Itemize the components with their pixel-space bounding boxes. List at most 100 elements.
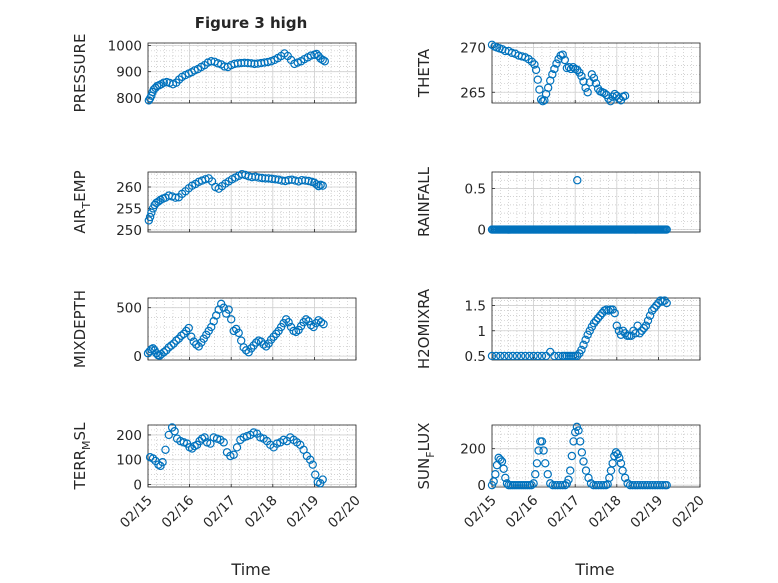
data-point <box>641 321 651 330</box>
y-tick-label: 200 <box>116 428 142 444</box>
data-point <box>533 75 542 84</box>
x-tick-label: 02/19 <box>283 493 322 532</box>
data-point <box>500 351 509 361</box>
data-point <box>316 318 326 327</box>
data-point <box>187 332 196 341</box>
data-point <box>577 71 586 81</box>
data-point <box>496 351 505 361</box>
data-point <box>564 475 573 484</box>
data-point <box>566 466 575 475</box>
data-point <box>159 348 169 357</box>
data-point <box>531 65 541 75</box>
data-point <box>184 323 193 333</box>
data-point <box>610 89 619 99</box>
y-tick-label: 255 <box>116 201 142 217</box>
data-point <box>284 318 293 327</box>
data-point <box>662 298 671 308</box>
data-point <box>662 480 671 490</box>
data-point <box>647 306 657 315</box>
data-point <box>586 479 596 488</box>
data-point <box>537 437 547 446</box>
data-point <box>224 305 233 314</box>
data-series <box>487 422 671 490</box>
data-point <box>161 445 170 454</box>
data-point <box>591 316 601 325</box>
x-tick-label: 02/16 <box>503 493 542 532</box>
x-tick-label: 02/20 <box>669 493 708 532</box>
data-point <box>577 345 586 355</box>
data-point <box>554 351 563 361</box>
data-point <box>623 479 632 488</box>
data-point <box>499 464 508 473</box>
y-tick-label: 0.5 <box>465 349 486 365</box>
data-series <box>143 299 328 360</box>
data-point <box>604 94 613 103</box>
y-tick-label: 1.5 <box>465 299 486 315</box>
y-tick-label: 0 <box>133 349 142 365</box>
data-point <box>589 73 599 83</box>
data-point <box>320 57 329 66</box>
y-axis-label: AIRTEMP <box>71 170 93 233</box>
data-point <box>662 225 671 234</box>
plot-area <box>492 425 700 487</box>
data-point <box>291 327 301 337</box>
data-point <box>584 473 593 483</box>
y-tick-label: 900 <box>116 65 142 81</box>
data-series <box>487 296 671 361</box>
x-tick-label: 02/20 <box>325 493 364 532</box>
x-tick-label: 02/16 <box>159 493 198 532</box>
x-tick-label: 02/17 <box>200 493 239 532</box>
data-point <box>318 55 327 65</box>
data-point <box>579 457 588 466</box>
y-axis-label: THETA <box>415 48 433 98</box>
x-tick-label: 02/17 <box>544 493 583 532</box>
data-point <box>534 446 543 455</box>
data-point <box>306 455 315 464</box>
plot-area <box>492 172 700 232</box>
y-tick-label: 1 <box>477 324 486 340</box>
data-point <box>558 480 567 490</box>
data-point <box>543 470 552 479</box>
data-point <box>533 351 542 361</box>
data-point <box>167 341 176 350</box>
data-point <box>487 40 497 49</box>
data-point <box>600 88 609 98</box>
data-point <box>171 193 180 202</box>
plot-area <box>148 425 356 487</box>
y-axis-label: SUNFLUX <box>415 423 437 490</box>
data-point <box>606 97 615 106</box>
data-point <box>575 437 585 446</box>
data-point <box>170 427 179 436</box>
data-point <box>599 480 608 490</box>
data-point <box>259 340 268 349</box>
data-point <box>639 324 649 333</box>
panel-sun-flux: 0 200 SUNFLUX 02/15 02/16 02/17 02/18 02/19 02/2… <box>415 423 708 532</box>
data-point <box>311 470 320 479</box>
data-point <box>610 308 619 318</box>
data-series <box>487 40 630 106</box>
data-point <box>579 340 588 350</box>
data-point <box>491 470 500 479</box>
x-tick-label: 02/15 <box>461 493 500 532</box>
data-point <box>491 351 501 361</box>
data-point <box>312 49 321 59</box>
data-point <box>660 296 669 305</box>
data-point <box>251 338 261 347</box>
data-point <box>548 70 557 79</box>
data-point <box>164 430 173 440</box>
data-point <box>581 335 590 345</box>
data-point <box>541 459 550 468</box>
data-point <box>530 60 539 69</box>
data-point <box>144 96 154 105</box>
y-tick-label: 0 <box>133 478 142 494</box>
y-axis-label: RAINFALL <box>415 166 433 237</box>
data-point <box>147 208 156 217</box>
data-point <box>318 475 327 484</box>
data-point <box>532 459 542 468</box>
y-tick-label: 500 <box>116 301 142 317</box>
data-point <box>637 326 646 335</box>
data-point <box>585 326 594 335</box>
data-point <box>527 57 537 67</box>
data-point <box>615 453 624 463</box>
data-point <box>650 303 659 313</box>
